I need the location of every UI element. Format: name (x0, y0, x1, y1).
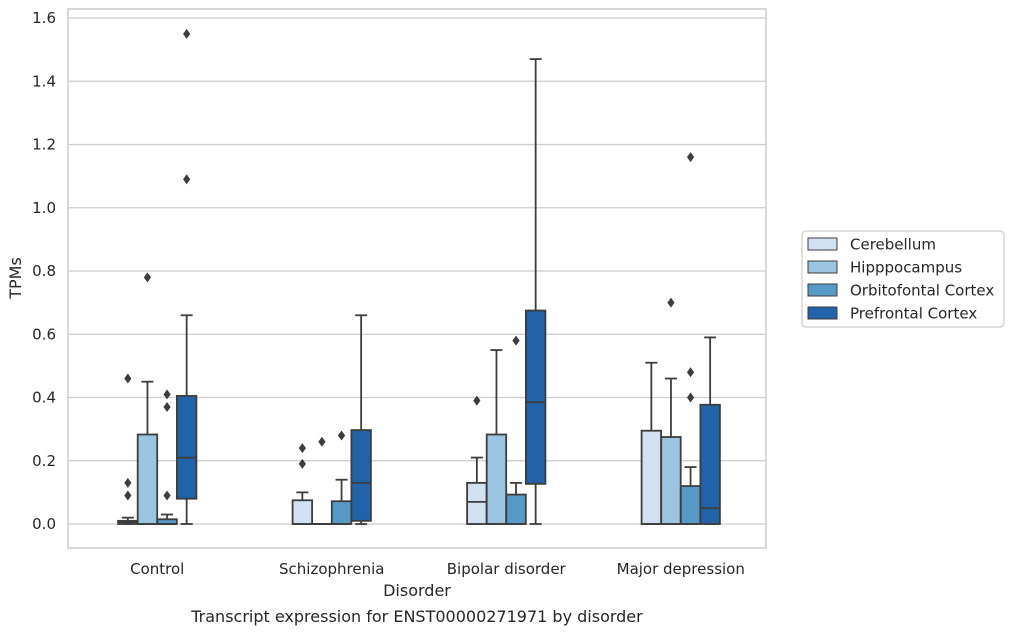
outlier-point (299, 443, 306, 453)
outlier-point (687, 367, 694, 377)
box-body (506, 495, 526, 524)
outlier-point (163, 491, 170, 501)
legend-swatch (808, 284, 837, 296)
box-body (661, 437, 681, 524)
box-body (681, 486, 701, 524)
box-body (332, 501, 352, 524)
y-axis-label: TPMs (6, 257, 25, 300)
box-body (526, 311, 546, 484)
y-tick-label: 0.2 (32, 452, 56, 470)
box-hipppocampus (312, 437, 332, 524)
y-tick-label: 1.2 (32, 136, 56, 154)
legend: Cerebellum Hipppocampus Orbitofontal Corte… (802, 231, 1004, 327)
y-tick-labels: 0.0 0.2 0.4 0.6 0.8 1.0 1.2 1.4 1.6 (32, 9, 56, 533)
legend-label: Cerebellum (850, 236, 936, 254)
outlier-point (124, 478, 131, 488)
box-prefrontal-cortex (526, 59, 546, 524)
boxes-group (118, 29, 720, 524)
x-tick-label: Bipolar disorder (447, 560, 567, 578)
outlier-point (124, 491, 131, 501)
outlier-point (512, 336, 519, 346)
outlier-point (163, 402, 170, 412)
outlier-point (183, 174, 190, 184)
box-hipppocampus (487, 350, 507, 524)
box-prefrontal-cortex (351, 315, 371, 524)
x-tick-label: Major depression (617, 560, 745, 578)
box-cerebellum (467, 396, 487, 524)
outlier-point (687, 393, 694, 403)
outlier-point (667, 298, 674, 308)
box-hipppocampus (661, 298, 681, 524)
y-tick-label: 0.4 (32, 389, 56, 407)
legend-label: Hipppocampus (850, 259, 962, 277)
y-tick-label: 1.4 (32, 72, 56, 90)
x-tick-label: Schizophrenia (279, 560, 384, 578)
box-cerebellum (118, 374, 138, 524)
box-prefrontal-cortex (177, 29, 197, 524)
legend-swatch (808, 261, 837, 273)
y-tick-label: 0.6 (32, 325, 56, 343)
box-body (177, 396, 197, 499)
box-body (293, 500, 313, 524)
legend-label: Orbitofontal Cortex (850, 282, 994, 300)
y-tick-label: 0.8 (32, 262, 56, 280)
box-hipppocampus (138, 272, 158, 524)
box-body (642, 431, 662, 524)
legend-swatch (808, 307, 837, 319)
box-body (138, 435, 158, 524)
box-cerebellum (642, 363, 662, 524)
outlier-point (144, 272, 151, 282)
outlier-point (183, 29, 190, 39)
box-body (487, 435, 507, 524)
box-orbitofontal-cortex (157, 389, 177, 524)
outlier-point (318, 437, 325, 447)
y-tick-label: 1.0 (32, 199, 56, 217)
x-tick-label: Control (130, 560, 184, 578)
box-cerebellum (293, 443, 313, 524)
box-body (467, 483, 487, 524)
box-orbitofontal-cortex (332, 430, 352, 524)
x-axis-label: Disorder (383, 581, 451, 600)
outlier-point (124, 374, 131, 384)
box-body (700, 405, 720, 524)
box-body (351, 430, 371, 521)
box-orbitofontal-cortex (506, 336, 526, 524)
chart-title: Transcript expression for ENST0000027197… (190, 607, 643, 626)
outlier-point (687, 152, 694, 162)
y-tick-label: 0.0 (32, 515, 56, 533)
y-tick-label: 1.6 (32, 9, 56, 27)
legend-swatch (808, 238, 837, 250)
outlier-point (338, 430, 345, 440)
box-prefrontal-cortex (700, 337, 720, 524)
x-tick-labels: Control Schizophrenia Bipolar disorder Majo… (130, 560, 745, 578)
legend-label: Prefrontal Cortex (850, 305, 977, 323)
